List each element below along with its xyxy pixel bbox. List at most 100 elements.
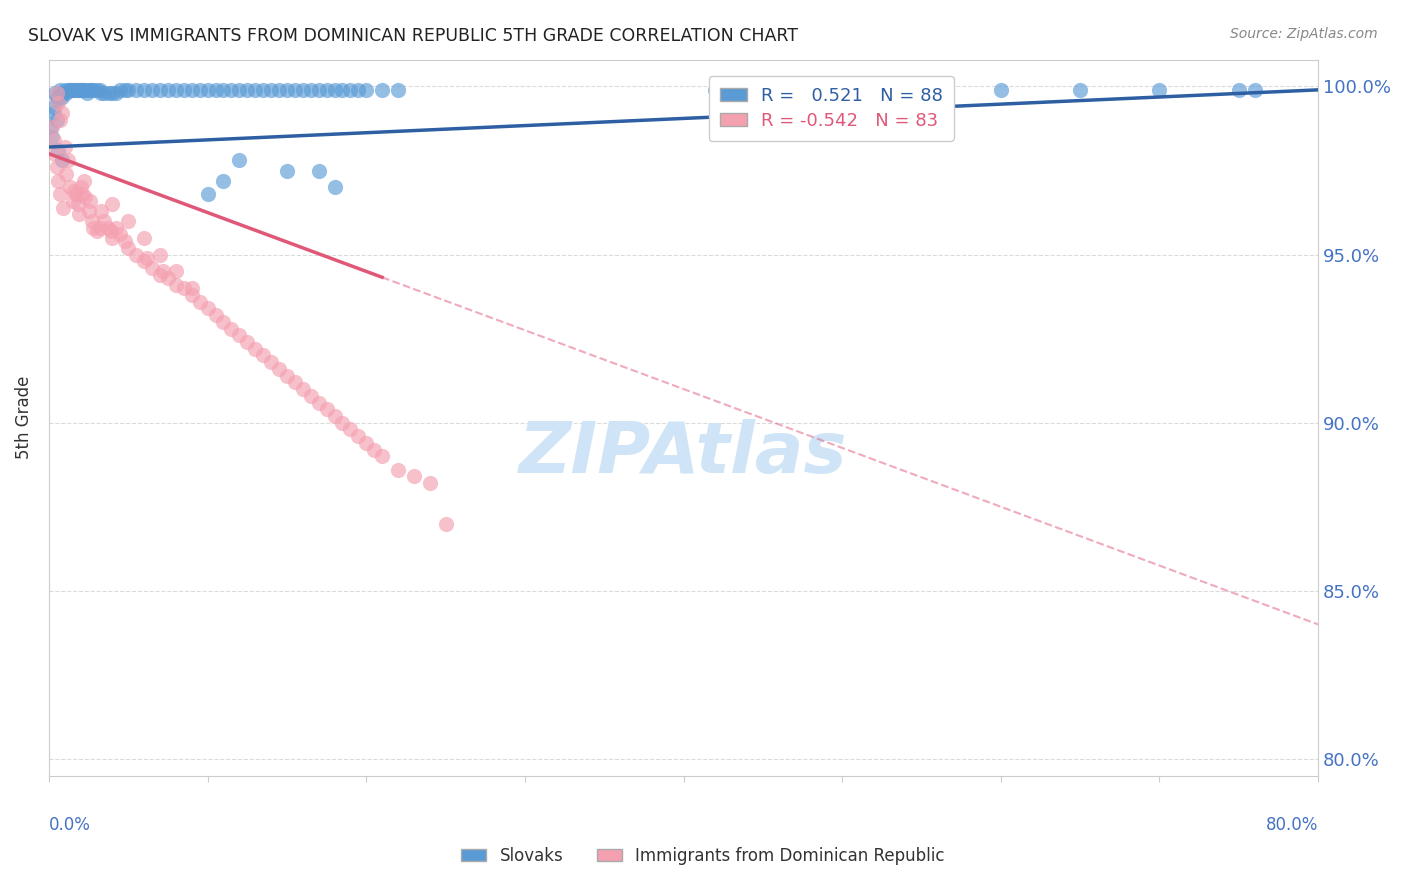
Point xyxy=(66,83,89,97)
Point xyxy=(434,516,457,531)
Point xyxy=(228,153,250,168)
Point xyxy=(315,402,337,417)
Point xyxy=(65,187,87,202)
Point xyxy=(114,234,136,248)
Point xyxy=(356,83,378,97)
Point xyxy=(58,180,80,194)
Point xyxy=(80,83,103,97)
Point xyxy=(82,83,104,97)
Point xyxy=(63,83,86,97)
Point xyxy=(66,197,89,211)
Point xyxy=(52,201,75,215)
Point xyxy=(221,321,243,335)
Point xyxy=(117,214,139,228)
Point xyxy=(339,422,361,436)
Point xyxy=(387,463,409,477)
Text: 0.0%: 0.0% xyxy=(49,816,91,834)
Point xyxy=(117,241,139,255)
Point xyxy=(80,214,103,228)
Point xyxy=(98,87,121,101)
Point xyxy=(197,83,219,97)
Point xyxy=(86,224,108,238)
Point xyxy=(1227,83,1250,97)
Point xyxy=(371,83,394,97)
Point xyxy=(363,442,385,457)
Point xyxy=(308,395,330,409)
Point xyxy=(197,301,219,316)
Point xyxy=(419,476,441,491)
Point xyxy=(173,83,195,97)
Point xyxy=(48,93,70,107)
Legend: Slovaks, Immigrants from Dominican Republic: Slovaks, Immigrants from Dominican Repub… xyxy=(451,837,955,875)
Point xyxy=(315,83,337,97)
Point xyxy=(69,180,91,194)
Point xyxy=(48,144,70,158)
Text: SLOVAK VS IMMIGRANTS FROM DOMINICAN REPUBLIC 5TH GRADE CORRELATION CHART: SLOVAK VS IMMIGRANTS FROM DOMINICAN REPU… xyxy=(28,27,799,45)
Point xyxy=(72,83,94,97)
Point xyxy=(204,83,226,97)
Point xyxy=(89,83,111,97)
Point xyxy=(45,160,67,174)
Point xyxy=(245,342,267,356)
Point xyxy=(212,315,235,329)
Point xyxy=(134,254,156,268)
Point xyxy=(284,83,307,97)
Point xyxy=(212,174,235,188)
Point xyxy=(260,83,283,97)
Point xyxy=(1069,83,1091,97)
Point xyxy=(149,83,172,97)
Point xyxy=(387,83,409,97)
Point xyxy=(149,247,172,261)
Text: ZIPAtlas: ZIPAtlas xyxy=(519,419,848,488)
Point xyxy=(114,83,136,97)
Point xyxy=(48,96,70,111)
Point xyxy=(1243,83,1265,97)
Point xyxy=(720,83,742,97)
Y-axis label: 5th Grade: 5th Grade xyxy=(15,376,32,459)
Point xyxy=(67,83,90,97)
Point xyxy=(55,167,77,181)
Point xyxy=(165,83,187,97)
Point xyxy=(76,87,98,101)
Point xyxy=(165,264,187,278)
Point xyxy=(323,409,346,423)
Point xyxy=(134,83,156,97)
Point xyxy=(93,87,115,101)
Point xyxy=(100,224,122,238)
Point xyxy=(110,227,132,242)
Point xyxy=(134,231,156,245)
Point xyxy=(173,281,195,295)
Point xyxy=(221,83,243,97)
Point xyxy=(60,83,83,97)
Point xyxy=(65,83,87,97)
Text: Source: ZipAtlas.com: Source: ZipAtlas.com xyxy=(1230,27,1378,41)
Point xyxy=(347,83,370,97)
Point xyxy=(104,220,127,235)
Point xyxy=(149,268,172,282)
Point xyxy=(332,416,354,430)
Point xyxy=(136,251,159,265)
Point xyxy=(41,130,63,145)
Point xyxy=(323,180,346,194)
Point xyxy=(73,83,96,97)
Point xyxy=(252,83,274,97)
Point xyxy=(299,83,322,97)
Point xyxy=(228,83,250,97)
Point xyxy=(90,87,112,101)
Point xyxy=(49,83,72,97)
Point xyxy=(308,83,330,97)
Point xyxy=(45,113,67,128)
Point xyxy=(79,83,101,97)
Point xyxy=(42,100,65,114)
Point xyxy=(97,220,120,235)
Point xyxy=(236,83,259,97)
Point xyxy=(276,163,298,178)
Point xyxy=(45,87,67,101)
Point xyxy=(245,83,267,97)
Point xyxy=(75,83,97,97)
Point xyxy=(180,288,202,302)
Point xyxy=(267,83,290,97)
Point xyxy=(371,450,394,464)
Point xyxy=(77,83,100,97)
Point xyxy=(188,294,211,309)
